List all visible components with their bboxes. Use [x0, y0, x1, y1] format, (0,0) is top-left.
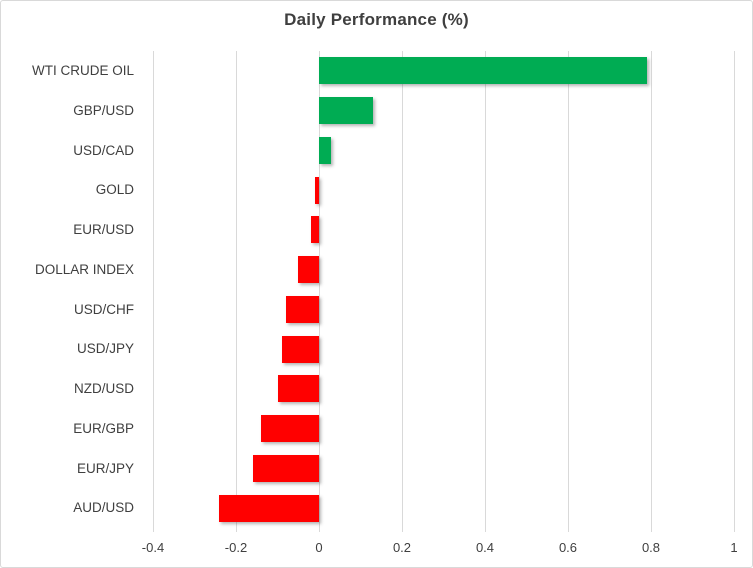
bar-aud-usd	[219, 494, 319, 522]
category-label-aud-usd: AUD/USD	[73, 500, 134, 516]
x-gridline	[485, 51, 486, 532]
x-tick-label: 0	[315, 540, 323, 555]
bar-eur-usd	[310, 216, 319, 244]
category-label-eur-jpy: EUR/JPY	[76, 460, 134, 476]
x-gridline	[402, 51, 403, 532]
bar-dollar-index	[298, 256, 319, 284]
x-gridline	[236, 51, 237, 532]
x-tick-label: 0.6	[558, 540, 578, 555]
category-label-dollar-index: DOLLAR INDEX	[34, 261, 134, 277]
x-gridline	[651, 51, 652, 532]
category-label-eur-usd: EUR/USD	[73, 222, 134, 237]
x-tick-label: -0.4	[141, 540, 165, 555]
bar-usd-jpy	[281, 335, 319, 363]
category-label-nzd-usd: NZD/USD	[74, 381, 134, 396]
category-label-gbp-usd: GBP/USD	[73, 102, 134, 118]
category-label-usd-chf: USD/CHF	[74, 301, 134, 317]
bar-usd-cad	[319, 136, 332, 164]
bar-eur-jpy	[252, 454, 319, 482]
x-gridline	[153, 51, 154, 532]
category-label-gold: GOLD	[95, 182, 134, 198]
category-label-usd-jpy: USD/JPY	[76, 341, 134, 357]
chart-title: Daily Performance (%)	[284, 10, 469, 29]
bar-eur-gbp	[260, 415, 319, 443]
x-tick-label: 1	[730, 540, 738, 555]
x-tick-label: -0.2	[224, 540, 248, 555]
x-tick-label: 0.2	[392, 540, 412, 555]
category-label-wti-crude-oil: WTI CRUDE OIL	[31, 63, 134, 78]
x-gridline	[568, 51, 569, 532]
x-gridline	[319, 51, 320, 532]
x-tick-label: 0.8	[641, 540, 661, 555]
category-label-eur-gbp: EUR/GBP	[73, 420, 134, 436]
bar-nzd-usd	[277, 375, 319, 403]
category-axis-labels: WTI CRUDE OIL GBP/USD USD/CAD GOLD EUR/USD DO…	[1, 51, 134, 528]
bar-gold	[314, 176, 319, 204]
bar-usd-chf	[285, 295, 319, 323]
bar-gbp-usd	[319, 97, 373, 125]
x-tick-label: 0.4	[475, 540, 495, 555]
category-label-usd-cad: USD/CAD	[73, 142, 134, 158]
plot-area	[153, 51, 735, 532]
x-gridline	[734, 51, 735, 532]
bar-wti-crude-oil	[319, 57, 647, 85]
